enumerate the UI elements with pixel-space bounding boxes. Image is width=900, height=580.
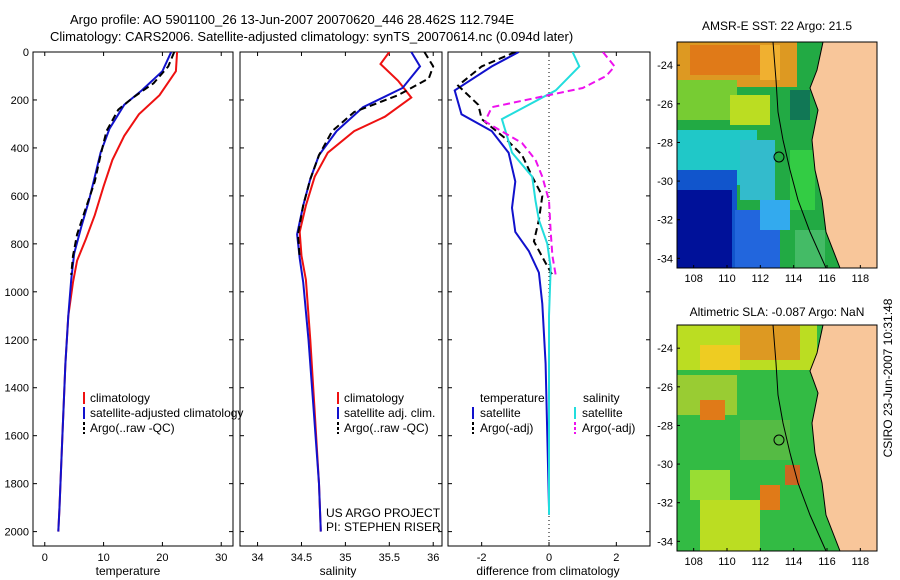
series-line-temperature-satellite xyxy=(453,52,550,515)
series-line-climatology xyxy=(298,52,413,532)
sst-map-title: AMSR-E SST: 22 Argo: 21.5 xyxy=(702,19,852,33)
x-tick-label: 10 xyxy=(97,552,109,564)
y-tick-label: 0 xyxy=(23,47,29,59)
argo-position-marker xyxy=(773,434,785,446)
pi-annotation: PI: STEPHEN RISER xyxy=(326,520,441,534)
map-y-tick-label: -26 xyxy=(657,99,673,111)
y-tick-label: 1600 xyxy=(5,431,29,443)
sla-map xyxy=(677,325,877,551)
legend-label-satellite-adj: satellite adj. clim. xyxy=(344,406,435,420)
legend-label-temp-argo: Argo(-adj) xyxy=(480,421,533,435)
difference-legend: temperature salinity satellite Argo(-adj… xyxy=(472,391,635,435)
map-y-tick-label: -30 xyxy=(657,176,673,188)
y-tick-label: 1000 xyxy=(5,287,29,299)
legend-label-sal-argo: Argo(-adj) xyxy=(582,421,635,435)
y-tick-label: 2000 xyxy=(5,527,29,539)
sst-map-frame xyxy=(676,41,878,269)
x-tick-label: 20 xyxy=(156,552,168,564)
x-tick-label: 30 xyxy=(215,552,227,564)
y-tick-label: 1200 xyxy=(5,335,29,347)
series-line-argo-raw-qc xyxy=(70,52,176,276)
x-tick-label: 34 xyxy=(251,552,263,564)
temperature-xlabel: temperature xyxy=(96,564,161,578)
map-y-tick-label: -34 xyxy=(657,536,673,548)
legend-title-salinity: salinity xyxy=(583,391,620,405)
x-tick-label: 2 xyxy=(613,552,619,564)
map-x-tick-label: 108 xyxy=(684,273,702,285)
header-line1: Argo profile: AO 5901100_26 13-Jun-2007 … xyxy=(70,12,514,27)
x-tick-label: 35 xyxy=(339,552,351,564)
argo-position-marker xyxy=(773,151,785,163)
y-tick-label: 1800 xyxy=(5,479,29,491)
map-x-tick-label: 114 xyxy=(785,556,803,568)
x-tick-label: 0 xyxy=(42,552,48,564)
series-line-temperature-argo-adj xyxy=(456,52,554,276)
map-y-tick-label: -32 xyxy=(657,498,673,510)
y-tick-label: 1400 xyxy=(5,383,29,395)
map-x-tick-label: 110 xyxy=(718,556,736,568)
map-y-tick-label: -32 xyxy=(657,215,673,227)
series-line-satellite-adjusted-climatology xyxy=(57,52,173,532)
map-x-tick-label: 108 xyxy=(684,556,702,568)
legend-label-satellite-adjusted: satellite-adjusted climatology xyxy=(90,406,243,420)
map-y-tick-label: -24 xyxy=(657,343,673,355)
series-line-climatology xyxy=(57,52,179,532)
salinity-xlabel: salinity xyxy=(320,564,357,578)
credit-stamp: CSIRO 23-Jun-2007 10:31:48 xyxy=(881,298,895,457)
map-x-tick-label: 110 xyxy=(718,273,736,285)
map-x-tick-label: 114 xyxy=(785,273,803,285)
difference-xlabel: difference from climatology xyxy=(476,564,619,578)
salinity-legend: climatology satellite adj. clim. Argo(..… xyxy=(326,391,441,534)
series-line-satellite-adj-clim xyxy=(296,52,422,532)
legend-label-sal-satellite: satellite xyxy=(582,406,623,420)
sst-map xyxy=(677,42,877,268)
salinity-axes xyxy=(239,51,443,547)
map-y-tick-label: -26 xyxy=(657,382,673,394)
map-x-tick-label: 118 xyxy=(852,556,870,568)
project-annotation: US ARGO PROJECT xyxy=(326,506,441,520)
legend-label-temp-satellite: satellite xyxy=(480,406,521,420)
temperature-axes xyxy=(32,51,234,547)
x-tick-label: 35.5 xyxy=(379,552,400,564)
legend-label-climatology: climatology xyxy=(344,391,404,405)
series-line-salinity-satellite xyxy=(500,52,581,515)
map-y-tick-label: -34 xyxy=(657,253,673,265)
legend-label-argo: Argo(..raw -QC) xyxy=(344,421,429,435)
map-y-tick-label: -24 xyxy=(657,60,673,72)
map-x-tick-label: 112 xyxy=(752,273,770,285)
map-x-tick-label: 116 xyxy=(818,273,836,285)
y-tick-label: 600 xyxy=(11,191,29,203)
legend-label-climatology: climatology xyxy=(90,391,150,405)
map-y-tick-label: -30 xyxy=(657,459,673,471)
map-x-tick-label: 112 xyxy=(752,556,770,568)
x-tick-label: 34.5 xyxy=(291,552,312,564)
temperature-legend: climatology satellite-adjusted climatolo… xyxy=(83,391,243,435)
legend-title-temperature: temperature xyxy=(480,391,545,405)
y-tick-label: 800 xyxy=(11,239,29,251)
header-line2: Climatology: CARS2006. Satellite-adjuste… xyxy=(50,29,573,44)
y-tick-label: 400 xyxy=(11,143,29,155)
map-y-tick-label: -28 xyxy=(657,137,673,149)
map-x-tick-label: 118 xyxy=(852,273,870,285)
y-tick-label: 200 xyxy=(11,95,29,107)
sla-map-frame xyxy=(676,324,878,552)
sla-map-title: Altimetric SLA: -0.087 Argo: NaN xyxy=(690,305,865,319)
legend-label-argo: Argo(..raw -QC) xyxy=(90,421,175,435)
x-tick-label: 36 xyxy=(427,552,439,564)
x-tick-label: 0 xyxy=(546,552,552,564)
series-line-salinity-argo-adj xyxy=(483,52,616,276)
series-line-argo-raw-qc xyxy=(296,52,435,259)
x-tick-label: -2 xyxy=(477,552,487,564)
map-y-tick-label: -28 xyxy=(657,420,673,432)
map-x-tick-label: 116 xyxy=(818,556,836,568)
